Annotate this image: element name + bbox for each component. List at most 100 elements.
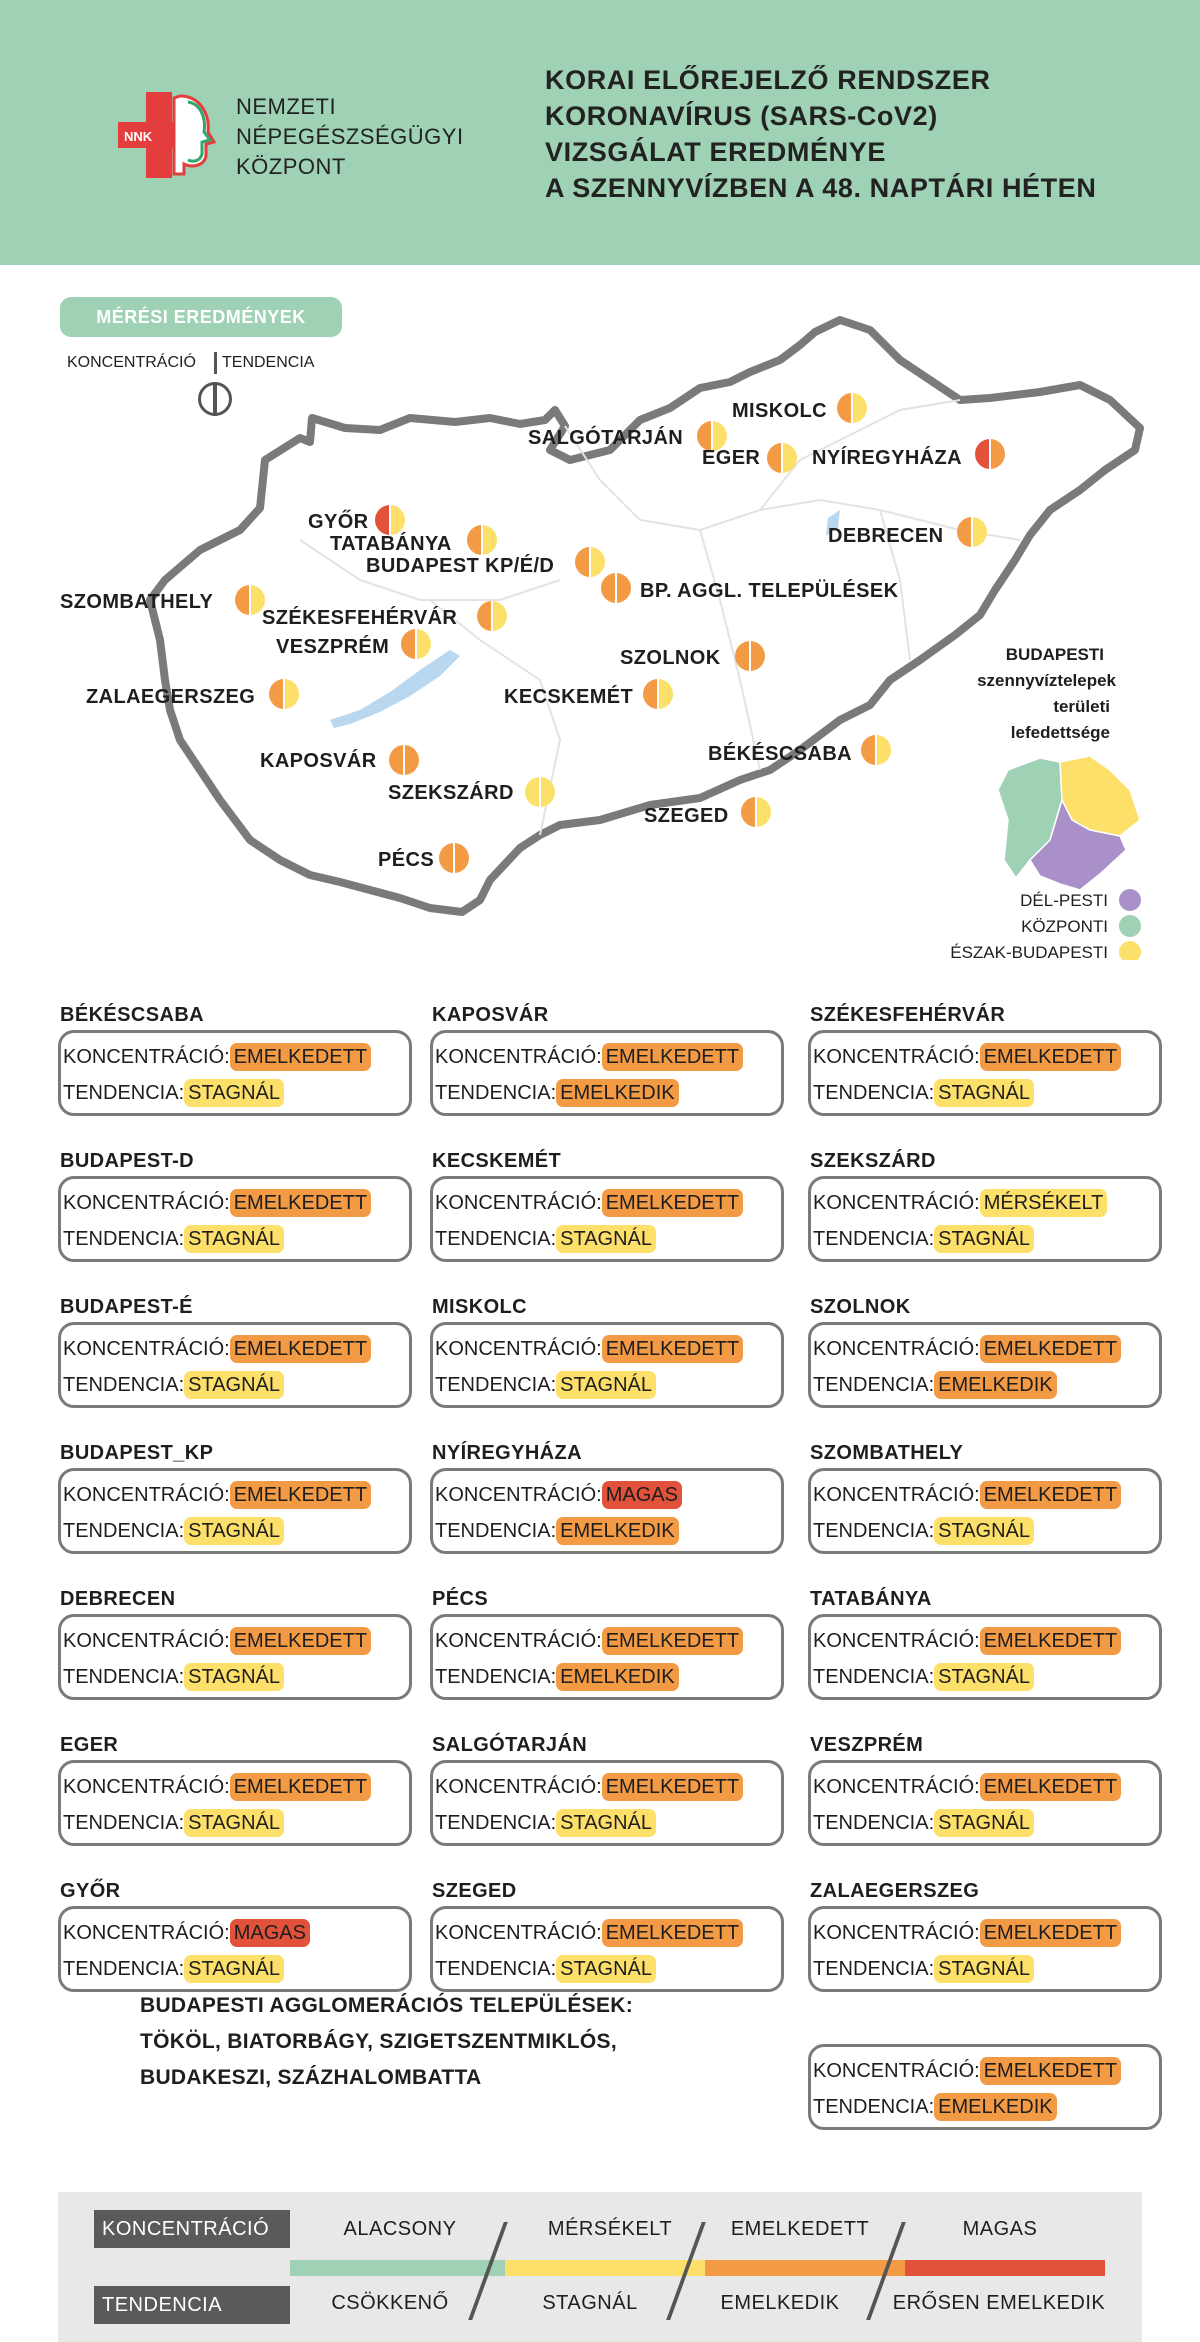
card-tendency-label: TENDENCIA: <box>63 1811 185 1834</box>
logo-line-2: NÉPEGÉSZSÉGÜGYI <box>236 124 464 149</box>
card-concentration-label: KONCENTRÁCIÓ: <box>63 1629 230 1652</box>
city-marker-15 <box>643 679 673 709</box>
map-label-kecskemet: KECSKEMÉT <box>504 685 633 708</box>
card-concentration-row: KONCENTRÁCIÓ: EMELKEDETT <box>435 1627 744 1655</box>
budapest-coverage-legend: BUDAPESTI szennyvíztelepek területi lefe… <box>950 645 1141 960</box>
bp-legend-item-kozponti: KÖZPONTI <box>1021 917 1108 936</box>
city-card-box: KONCENTRÁCIÓ: EMELKEDETT TENDENCIA: STAGNÁL <box>58 1614 412 1700</box>
city-card-name: ZALAEGERSZEG <box>810 1880 980 1902</box>
map-label-nyiregyhaza: NYÍREGYHÁZA <box>812 446 962 469</box>
city-card-name: MISKOLC <box>432 1296 528 1318</box>
card-tendency-row: TENDENCIA: STAGNÁL <box>63 1225 284 1253</box>
card-tendency-value: STAGNÁL <box>184 1079 284 1107</box>
card-concentration-row: KONCENTRÁCIÓ: EMELKEDETT <box>435 1043 744 1071</box>
city-card-name: GYŐR <box>60 1880 121 1902</box>
city-card-name: BUDAPEST_KP <box>60 1442 214 1464</box>
title-line-1: KORAI ELŐREJELZŐ RENDSZER <box>545 65 991 95</box>
city-card-name: VESZPRÉM <box>810 1734 924 1756</box>
card-concentration-label: KONCENTRÁCIÓ: <box>63 1337 230 1360</box>
bp-legend-item-eszak: ÉSZAK-BUDAPESTI <box>950 943 1108 960</box>
card-concentration-row: KONCENTRÁCIÓ: EMELKEDETT <box>63 1043 372 1071</box>
card-concentration-row: KONCENTRÁCIÓ: MÉRSÉKELT <box>813 1189 1108 1217</box>
city-marker-6 <box>467 525 497 555</box>
nnk-logo: NNK <box>118 92 217 178</box>
card-concentration-label: KONCENTRÁCIÓ: <box>63 1483 230 1506</box>
header-banner: NNK NEMZETI NÉPEGÉSZSÉGÜGYI KÖZPONT KORA… <box>0 0 1200 265</box>
city-card-name: TATABÁNYA <box>810 1588 932 1610</box>
card-tendency-row: TENDENCIA: STAGNÁL <box>63 1955 284 1983</box>
map-label-szeged: SZEGED <box>644 805 729 827</box>
card-concentration-label: KONCENTRÁCIÓ: <box>813 1045 980 1068</box>
city-card-name: SZEGED <box>432 1880 517 1902</box>
card-concentration-value: EMELKEDETT <box>229 1773 372 1801</box>
split-circle-icon <box>198 382 232 416</box>
city-marker-7 <box>575 547 605 577</box>
card-concentration-label: KONCENTRÁCIÓ: <box>813 1483 980 1506</box>
card-concentration-value: EMELKEDETT <box>979 1335 1122 1363</box>
logo-line-1: NEMZETI <box>236 94 337 119</box>
bp-legend-title-2: szennyvíztelepek <box>977 671 1116 690</box>
city-card-box: KONCENTRÁCIÓ: EMELKEDETT TENDENCIA: EMELKED… <box>808 2044 1162 2130</box>
city-card-name: SALGÓTARJÁN <box>432 1734 588 1756</box>
city-markers <box>235 393 1005 873</box>
page-title: KORAI ELŐREJELZŐ RENDSZER KORONAVÍRUS (S… <box>545 62 1096 206</box>
card-tendency-row: TENDENCIA: EMELKEDIK <box>435 1517 679 1545</box>
card-concentration-value: EMELKEDETT <box>229 1043 372 1071</box>
legend-concentration-title: KONCENTRÁCIÓ <box>94 2210 290 2248</box>
card-concentration-row: KONCENTRÁCIÓ: EMELKEDETT <box>63 1335 372 1363</box>
city-card-box: KONCENTRÁCIÓ: EMELKEDETT TENDENCIA: STAGNÁL <box>430 1176 784 1262</box>
card-tendency-row: TENDENCIA: STAGNÁL <box>435 1809 656 1837</box>
city-marker-4 <box>975 439 1005 469</box>
card-tendency-value: EMELKEDIK <box>556 1079 679 1107</box>
color-scale-legend: KONCENTRÁCIÓ TENDENCIA ALACSONY MÉRSÉKEL… <box>58 2192 1142 2342</box>
card-concentration-value: EMELKEDETT <box>601 1189 744 1217</box>
city-marker-9 <box>601 573 631 603</box>
card-tendency-label: TENDENCIA: <box>63 1519 185 1542</box>
results-pill: MÉRÉSI EREDMÉNYEK <box>60 297 342 337</box>
city-card-box: KONCENTRÁCIÓ: EMELKEDETT TENDENCIA: STAGNÁL <box>808 1760 1162 1846</box>
card-tendency-value: STAGNÁL <box>556 1225 656 1253</box>
city-marker-3 <box>767 443 797 473</box>
city-card-box: KONCENTRÁCIÓ: EMELKEDETT TENDENCIA: STAGNÁL <box>58 1468 412 1554</box>
city-card-name: KAPOSVÁR <box>432 1004 549 1026</box>
lake-tisza <box>826 510 840 536</box>
card-tendency-label: TENDENCIA: <box>435 1081 557 1104</box>
city-card-name: BUDAPEST-É <box>60 1296 193 1318</box>
card-tendency-label: TENDENCIA: <box>435 1665 557 1688</box>
city-card-box: KONCENTRÁCIÓ: EMELKEDETT TENDENCIA: STAGNÁL <box>58 1030 412 1116</box>
city-card-name: PÉCS <box>432 1588 489 1610</box>
card-concentration-label: KONCENTRÁCIÓ: <box>435 1629 602 1652</box>
card-concentration-row: KONCENTRÁCIÓ: EMELKEDETT <box>813 2057 1122 2085</box>
bp-legend-swatch-kozponti <box>1119 915 1141 937</box>
card-tendency-row: TENDENCIA: EMELKEDIK <box>435 1663 679 1691</box>
card-concentration-label: KONCENTRÁCIÓ: <box>63 1775 230 1798</box>
card-tendency-row: TENDENCIA: STAGNÁL <box>813 1079 1034 1107</box>
level-erosen-emelkedik: ERŐSEN EMELKEDIK <box>892 2292 1106 2314</box>
card-concentration-value: EMELKEDETT <box>229 1481 372 1509</box>
card-concentration-row: KONCENTRÁCIÓ: EMELKEDETT <box>435 1919 744 1947</box>
city-card-box: KONCENTRÁCIÓ: EMELKEDETT TENDENCIA: STAGNÁL <box>58 1322 412 1408</box>
card-tendency-value: STAGNÁL <box>934 1079 1034 1107</box>
city-card-box: KONCENTRÁCIÓ: EMELKEDETT TENDENCIA: STAGNÁL <box>430 1906 784 1992</box>
map-label-bekescsaba: BÉKÉSCSABA <box>708 742 852 765</box>
bp-legend-item-dpesti: DÉL-PESTI <box>1020 891 1108 910</box>
card-tendency-row: TENDENCIA: STAGNÁL <box>63 1517 284 1545</box>
card-tendency-row: TENDENCIA: STAGNÁL <box>813 1663 1034 1691</box>
card-concentration-row: KONCENTRÁCIÓ: EMELKEDETT <box>813 1481 1122 1509</box>
card-tendency-row: TENDENCIA: STAGNÁL <box>63 1663 284 1691</box>
card-tendency-value: STAGNÁL <box>184 1225 284 1253</box>
card-concentration-label: KONCENTRÁCIÓ: <box>435 1775 602 1798</box>
city-card-box: KONCENTRÁCIÓ: EMELKEDETT TENDENCIA: STAGNÁL <box>58 1760 412 1846</box>
bar-mersekelt <box>505 2260 705 2276</box>
card-tendency-label: TENDENCIA: <box>813 1227 935 1250</box>
legend-tendency-label: TENDENCIA <box>222 354 315 371</box>
level-alacsony: ALACSONY <box>343 2218 457 2240</box>
card-concentration-row: KONCENTRÁCIÓ: EMELKEDETT <box>813 1043 1122 1071</box>
card-concentration-label: KONCENTRÁCIÓ: <box>813 1191 980 1214</box>
city-marker-14 <box>269 679 299 709</box>
card-concentration-value: EMELKEDETT <box>601 1335 744 1363</box>
title-line-4: A SZENNYVÍZBEN A 48. NAPTÁRI HÉTEN <box>545 173 1097 203</box>
card-tendency-label: TENDENCIA: <box>435 1373 557 1396</box>
card-tendency-row: TENDENCIA: STAGNÁL <box>813 1225 1034 1253</box>
card-tendency-value: EMELKEDIK <box>934 1371 1057 1399</box>
